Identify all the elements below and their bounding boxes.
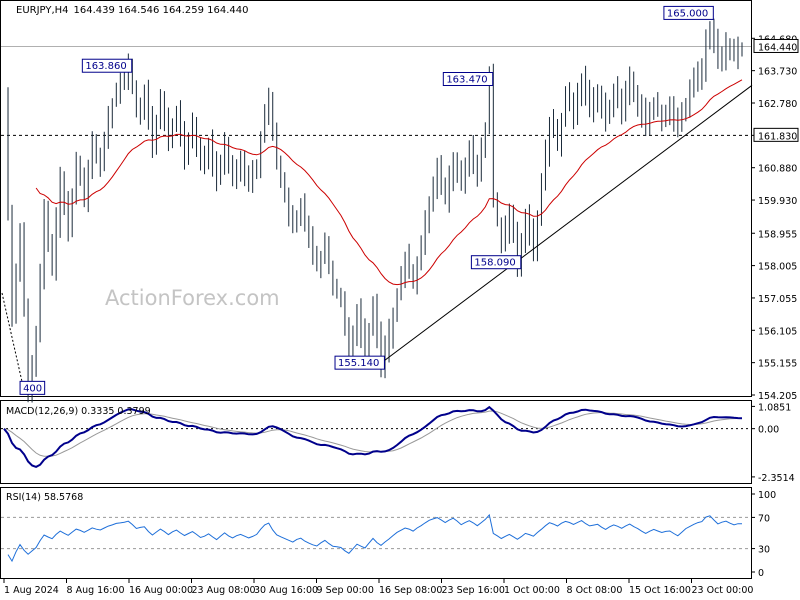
annotation-label: 158.090 [474,258,515,269]
annotation-label: 165.000 [667,8,708,19]
annotation-box [19,380,46,395]
macd-label: MACD(12,26,9) 0.3335 0.3799 [6,406,151,417]
time-tick-label: 15 Oct 16:00 [629,585,691,596]
price-tick-label: 154.205 [758,391,797,402]
annotation-label: 163.470 [446,75,487,86]
rsi-layer: 100 70 30 0 [1,490,776,579]
rsi-tick-label: 100 [758,490,776,501]
time-tick-label: 1 Aug 2024 [4,585,59,596]
macd-layer: 1.0851 0.00 -2.3514 [1,402,795,484]
watermark: ActionForex.com [105,286,280,310]
price-tick-label: 162.780 [758,99,797,110]
price-tick-label: 157.055 [758,294,797,305]
annotation-label: 155.140 [338,358,379,369]
time-tick-label: 9 Sep 00:00 [317,585,374,596]
time-tick-label: 23 Aug 08:00 [192,585,256,596]
time-tick-label: 16 Aug 00:00 [129,585,193,596]
chart-header: EURJPY,H4 164.439 164.546 164.259 164.440 [16,5,248,16]
time-tick-label: 23 Sep 16:00 [442,585,505,596]
annotation-box [81,58,133,73]
current-price-label: 164.440 [758,42,797,53]
rsi-panel [0,487,752,579]
level-price-label: 161.830 [758,131,797,142]
price-tick-label: 158.005 [758,262,797,273]
macd-tick-label: 1.0851 [758,402,791,413]
level-price-box [753,127,799,142]
rsi-tick-label: 0 [758,568,764,579]
annotation-box [442,72,494,87]
macd-tick-label: 0.00 [758,425,779,436]
rsi-line [7,513,742,563]
price-tick-label: 158.955 [758,229,797,240]
price-tick-label: 155.155 [758,359,797,370]
rsi-label: RSI(14) 58.5768 [6,492,83,503]
header-ohlc: 164.439 164.546 164.259 164.440 [74,5,249,16]
header-symbol: EURJPY,H4 164.439 164.546 164.259 164.440 [16,5,248,16]
header-symbol-tf: EURJPY,H4 [16,5,69,16]
rsi-tick-label: 70 [758,513,770,524]
moving-average-line [35,79,743,286]
current-price-box [753,38,799,53]
left-dotted-line [1,292,23,382]
price-tick-label: 156.105 [758,326,797,337]
macd-tick-label: -2.3514 [758,473,795,484]
annotation-label: 163.860 [85,61,126,72]
price-layer: 163.860 163.470 165.000 158.090 155.140 400 [1,5,753,403]
time-tick-label: 1 Oct 00:00 [504,585,560,596]
time-tick-label: 8 Oct 08:00 [567,585,623,596]
macd-main-line [3,405,743,468]
rsi-tick-label: 30 [758,545,770,556]
annotation-label: 400 [23,383,42,394]
price-tick-label: 159.930 [758,196,797,207]
price-tick-label: 163.730 [758,67,797,78]
annotation-box [334,355,385,370]
trendline [380,84,753,364]
time-tick-label: 30 Aug 16:00 [254,585,318,596]
annotation-box [470,255,522,270]
time-tick-label: 16 Sep 08:00 [379,585,442,596]
price-tick-label: 160.880 [758,164,797,175]
time-tick-label: 23 Oct 00:00 [692,585,754,596]
annotation-box [663,5,714,20]
price-axis: 164.680163.730162.780161.830160.880159.9… [751,34,799,402]
time-tick-label: 8 Aug 16:00 [67,585,125,596]
